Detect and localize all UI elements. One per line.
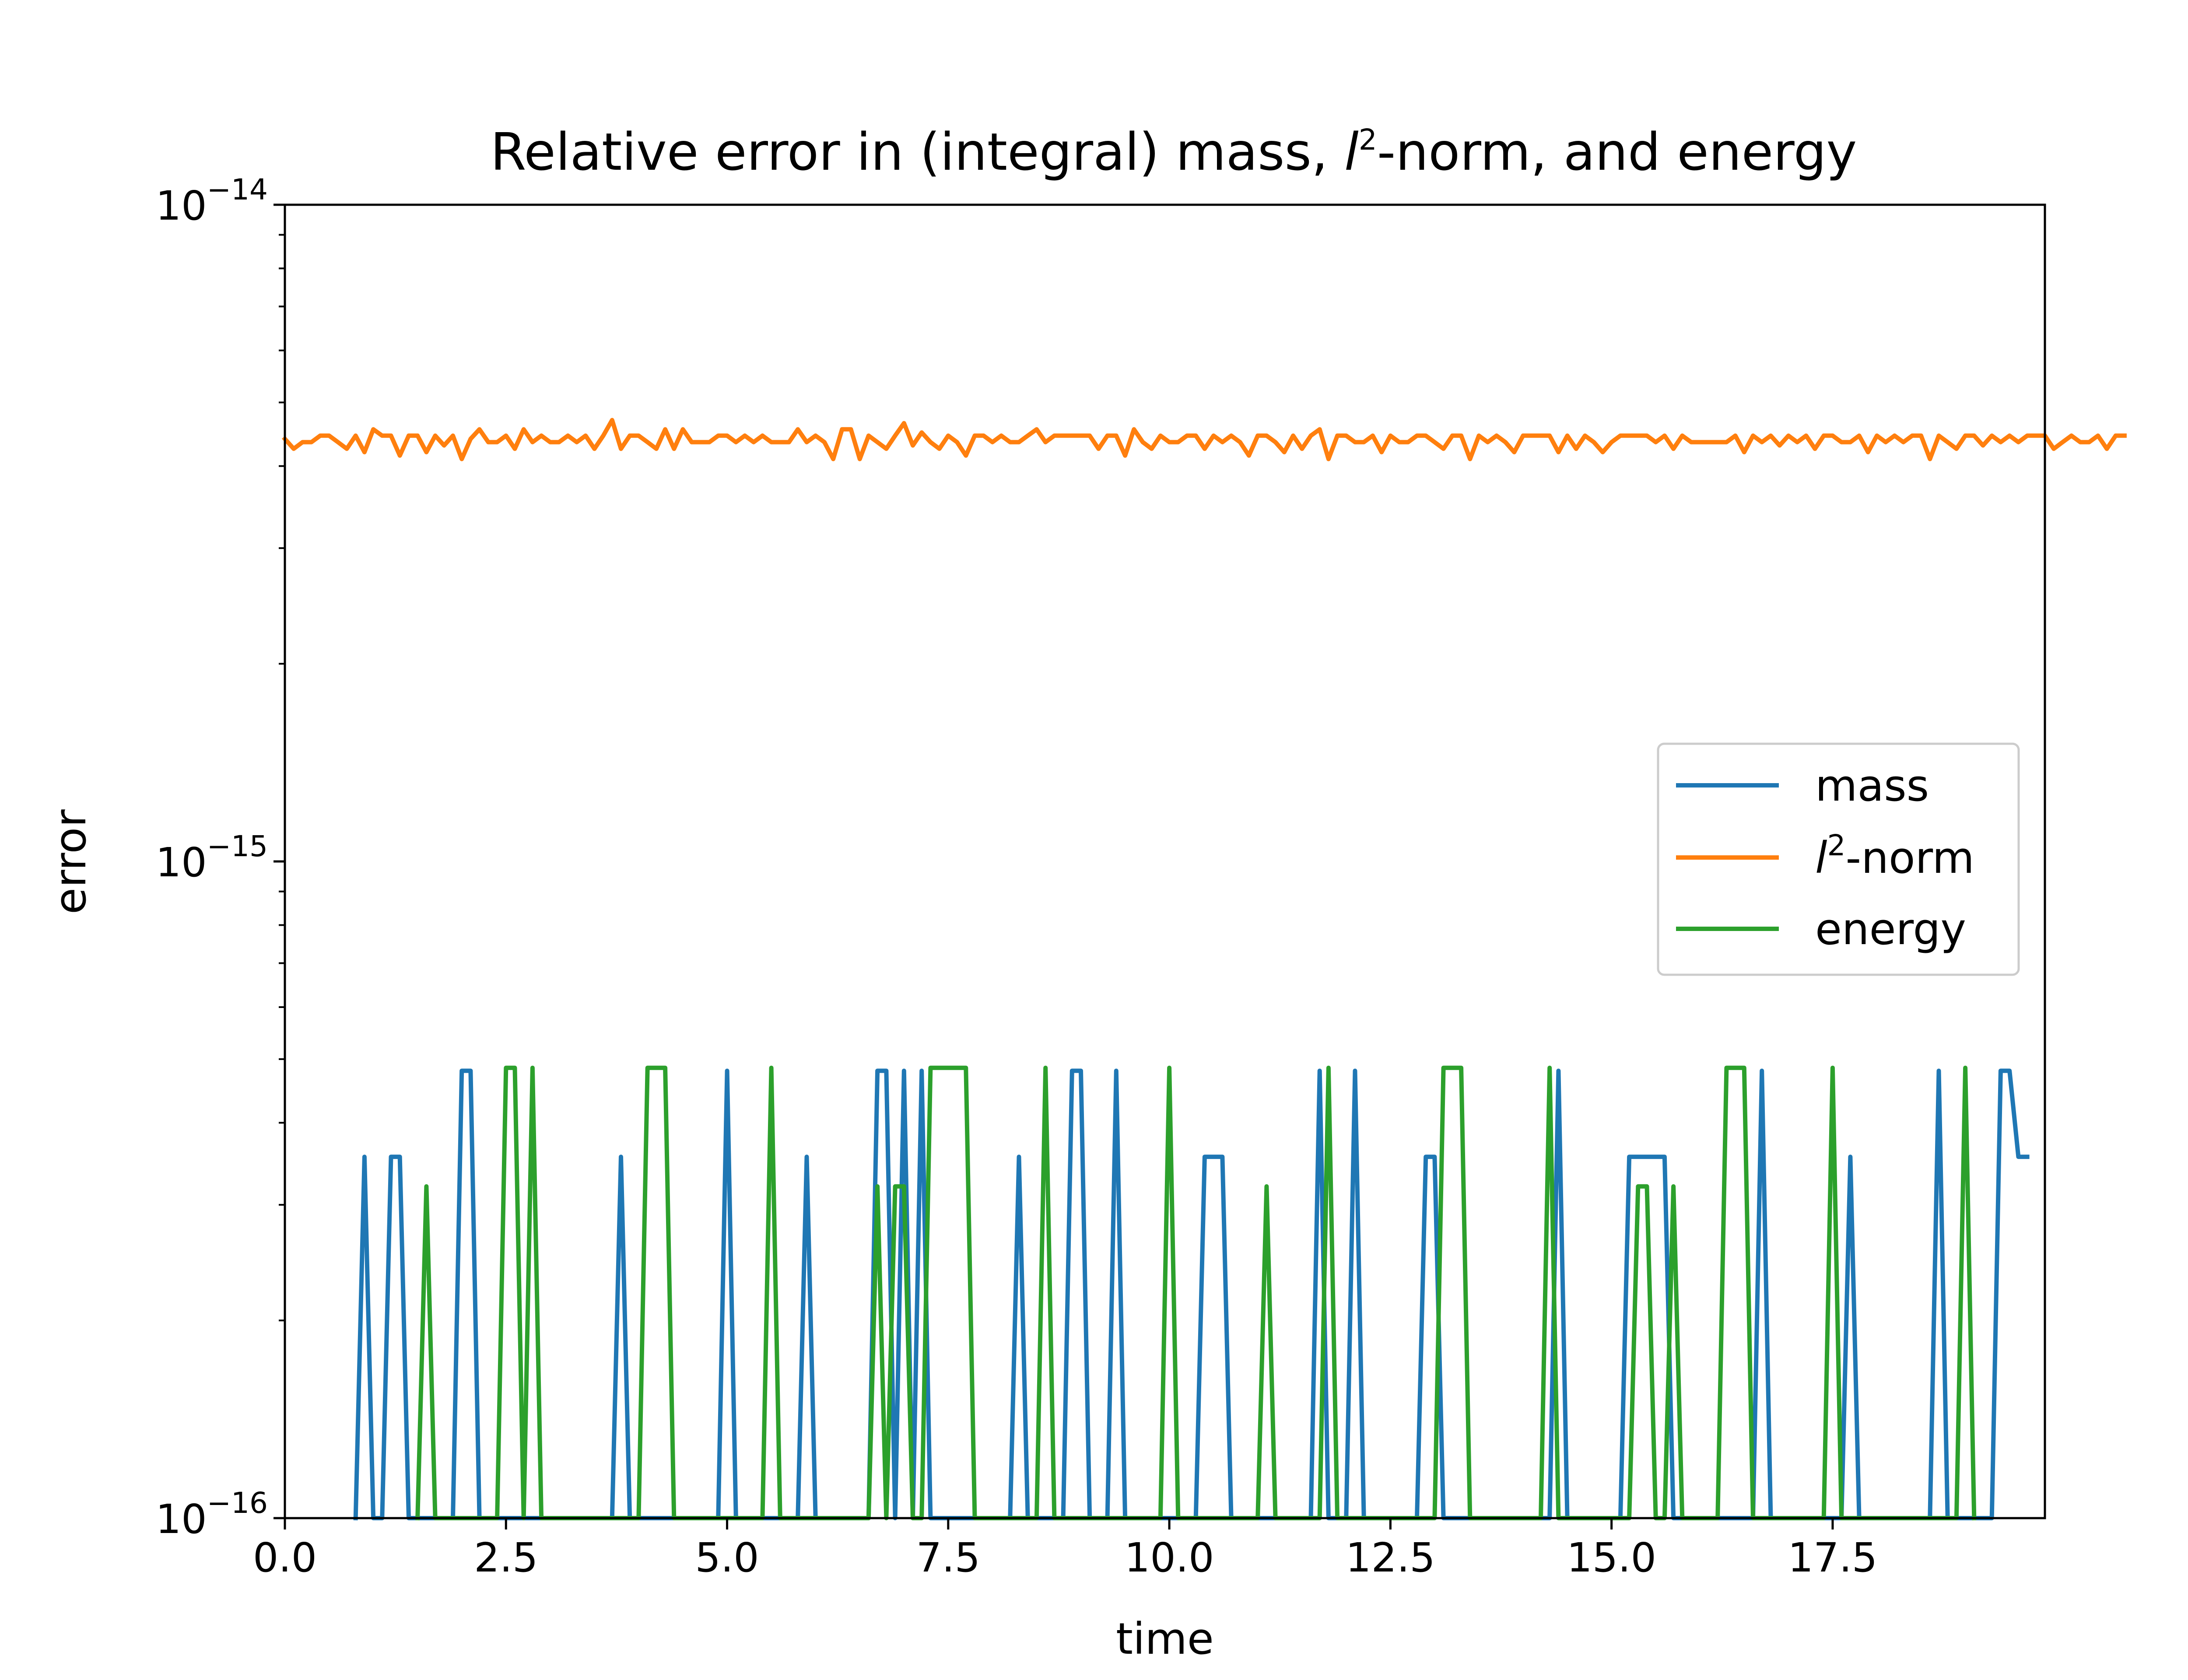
series-lines bbox=[281, 418, 2127, 1521]
series-line-mass bbox=[353, 1068, 2030, 1521]
x-axis: 0.0 2.5 5.0 7.5 10.0 12.5 15.0 17.5 bbox=[253, 1518, 1878, 1581]
chart-title: Relative error in (integral) mass, l2-no… bbox=[491, 122, 1857, 182]
legend-label-l2-norm: l2-norm bbox=[1815, 829, 1974, 883]
y-tick-label: 10−14 bbox=[156, 173, 268, 229]
y-tick-label: 10−15 bbox=[156, 830, 268, 886]
legend-box bbox=[1657, 742, 2020, 976]
y-tick-label: 10−16 bbox=[156, 1486, 268, 1543]
x-tick-label: 15.0 bbox=[1567, 1534, 1656, 1581]
legend-label-energy: energy bbox=[1815, 904, 1966, 955]
x-axis-label: time bbox=[1116, 1614, 1214, 1664]
y-axis-label: error bbox=[46, 809, 96, 914]
x-tick-label: 10.0 bbox=[1125, 1534, 1214, 1581]
legend-label-mass: mass bbox=[1815, 761, 1929, 811]
y-axis: 10−16 10−15 10−14 bbox=[156, 173, 285, 1543]
series-line-l2 bbox=[281, 418, 2127, 462]
x-tick-label: 2.5 bbox=[474, 1534, 538, 1581]
series-line-energy bbox=[415, 1065, 1977, 1521]
x-tick-label: 12.5 bbox=[1346, 1534, 1435, 1581]
x-tick-label: 17.5 bbox=[1788, 1534, 1878, 1581]
x-tick-label: 7.5 bbox=[916, 1534, 980, 1581]
x-tick-label: 0.0 bbox=[253, 1534, 317, 1581]
x-tick-label: 5.0 bbox=[695, 1534, 759, 1581]
legend: mass l2-norm energy bbox=[1657, 742, 2020, 976]
